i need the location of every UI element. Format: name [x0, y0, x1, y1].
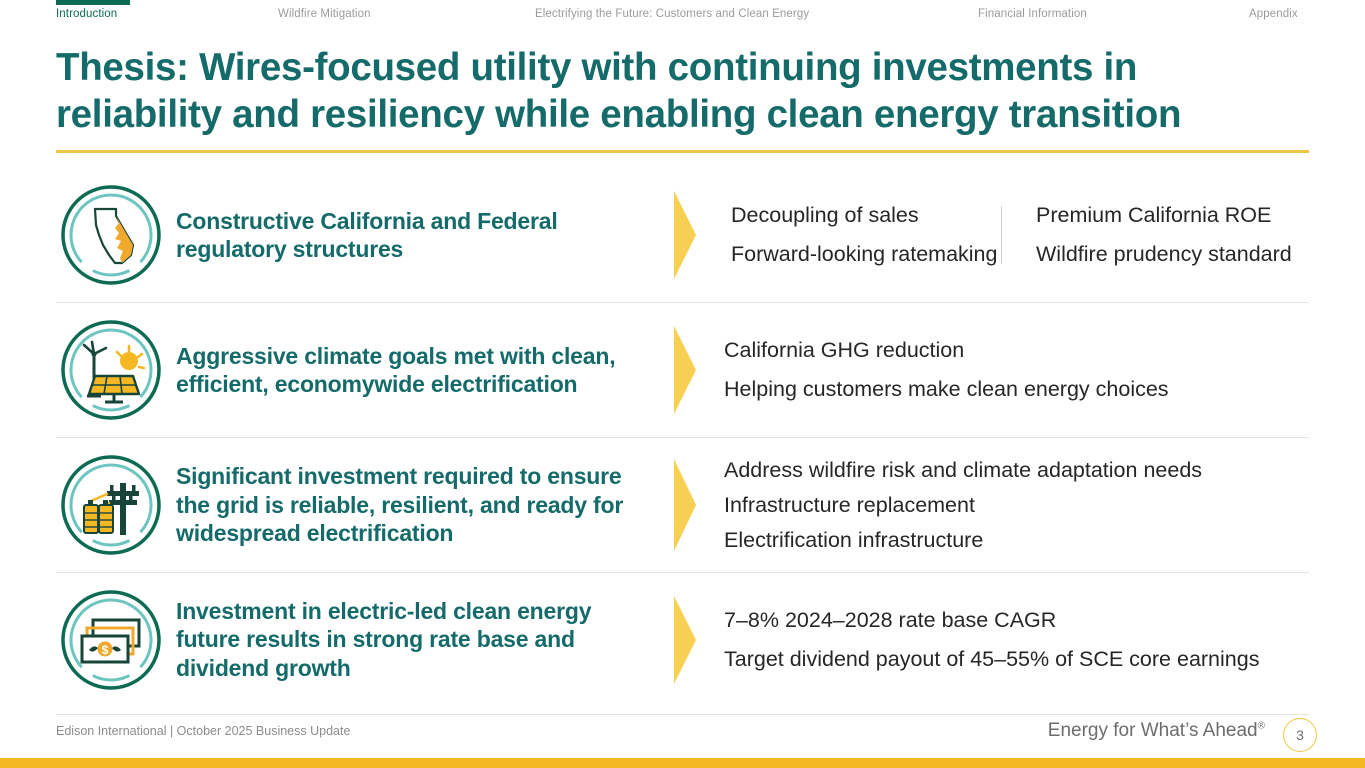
row-headline: Constructive California and Federal regu… — [176, 207, 558, 263]
point-item: California GHG reduction — [724, 338, 965, 362]
nav-item-wildfire-mitigation[interactable]: Wildfire Mitigation — [278, 8, 371, 20]
point-item: Premium California ROE — [1036, 203, 1272, 227]
footer-source: Edison International | October 2025 Busi… — [56, 724, 351, 738]
point-item: Forward-looking ratemaking — [731, 242, 998, 266]
title-divider — [56, 150, 1309, 153]
bottom-accent-bar — [0, 758, 1365, 768]
chevron-right-icon — [666, 324, 704, 416]
money-banknotes-icon: $ — [56, 588, 166, 692]
nav-item-financial-information[interactable]: Financial Information — [978, 8, 1087, 20]
svg-text:$: $ — [102, 643, 109, 657]
footer-tagline: Energy for What’s Ahead® — [1048, 720, 1265, 742]
solar-wind-icon — [56, 318, 166, 422]
row-headline: Investment in electric-led clean energy … — [176, 597, 592, 681]
slide-title: Thesis: Wires-focused utility with conti… — [56, 46, 1182, 136]
content-row: $ Investment in electric-led clean energ… — [56, 573, 1309, 706]
column-divider — [1001, 206, 1002, 264]
footer-tagline-text: Energy for What’s Ahead — [1047, 720, 1258, 741]
point-item: Decoupling of sales — [731, 203, 919, 227]
footer-divider — [56, 714, 1309, 715]
point-item: Electrification infrastructure — [724, 527, 984, 552]
row-points: Address wildfire risk and climate adapta… — [704, 453, 1309, 558]
point-item: Infrastructure replacement — [724, 492, 975, 517]
content-rows: Constructive California and Federal regu… — [56, 168, 1309, 706]
content-row: Significant investment required to ensur… — [56, 438, 1309, 573]
point-item: 7–8% 2024–2028 rate base CAGR — [724, 607, 1057, 632]
page-number: 3 — [1283, 718, 1317, 752]
chevron-right-icon — [666, 189, 704, 281]
row-headline: Aggressive climate goals met with clean,… — [176, 342, 616, 398]
row-points: California GHG reduction Helping custome… — [704, 331, 1309, 409]
point-item: Helping customers make clean energy choi… — [724, 377, 1169, 401]
content-row: Aggressive climate goals met with clean,… — [56, 303, 1309, 438]
nav-item-introduction[interactable]: Introduction — [56, 8, 118, 20]
point-item: Target dividend payout of 45–55% of SCE … — [724, 646, 1260, 671]
nav-item-electrifying-the-future[interactable]: Electrifying the Future: Customers and C… — [535, 8, 810, 20]
chevron-right-icon — [666, 457, 704, 553]
row-points: Decoupling of sales Forward-looking rate… — [704, 196, 1309, 274]
nav-active-underline — [56, 0, 130, 5]
point-item: Address wildfire risk and climate adapta… — [724, 457, 1203, 482]
section-navigation: Introduction Wildfire Mitigation Electri… — [0, 0, 1365, 28]
nav-item-appendix[interactable]: Appendix — [1249, 8, 1298, 20]
point-item: Wildfire prudency standard — [1036, 242, 1292, 266]
content-row: Constructive California and Federal regu… — [56, 168, 1309, 303]
chevron-right-icon — [666, 594, 704, 686]
row-headline: Significant investment required to ensur… — [176, 463, 624, 547]
california-map-icon — [56, 183, 166, 287]
utility-pole-icon — [56, 453, 166, 557]
row-points: 7–8% 2024–2028 rate base CAGR Target div… — [704, 601, 1309, 679]
registered-trademark-icon: ® — [1257, 720, 1265, 732]
